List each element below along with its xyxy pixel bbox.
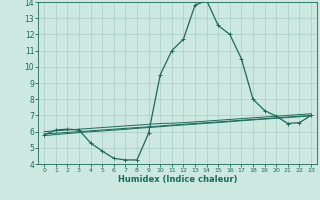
X-axis label: Humidex (Indice chaleur): Humidex (Indice chaleur) [118, 175, 237, 184]
